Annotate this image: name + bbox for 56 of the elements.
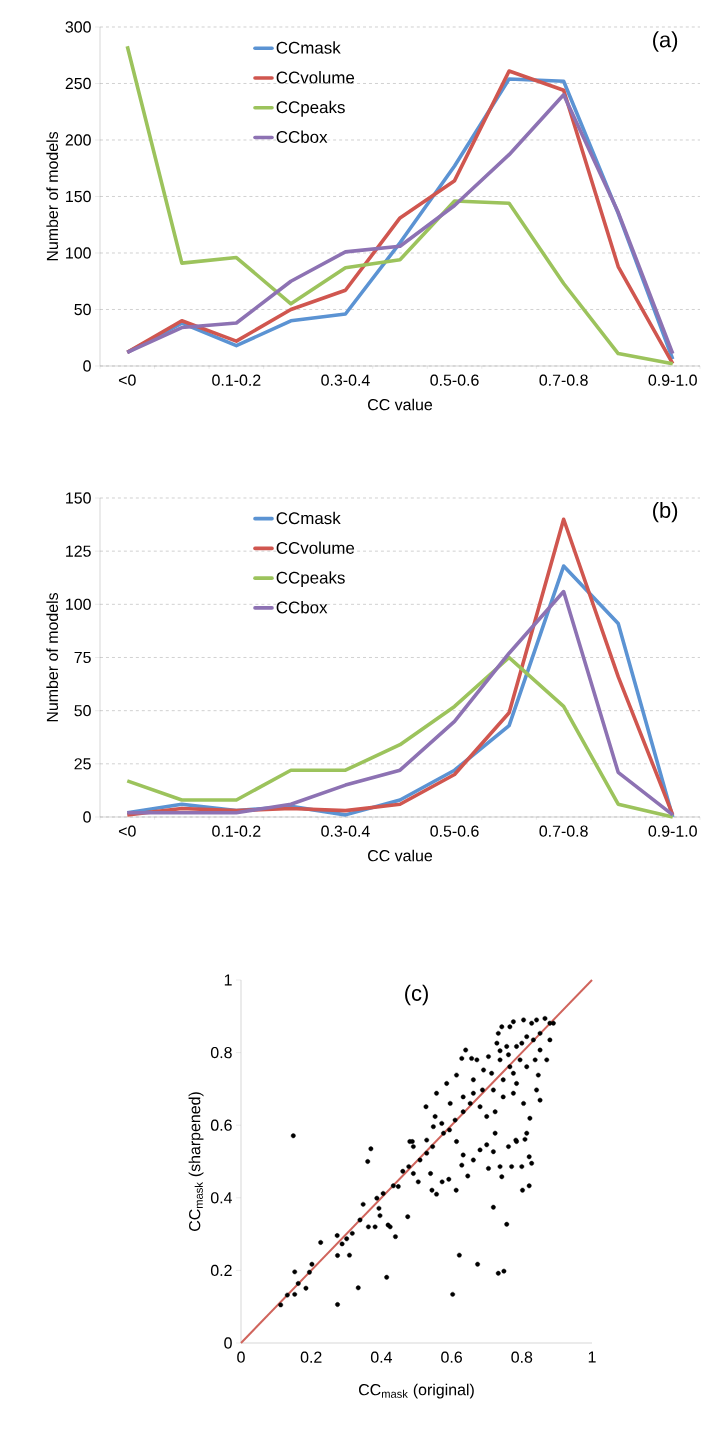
x-tick-label: 0.1-0.2: [212, 374, 261, 386]
chart-title: (a): [653, 31, 678, 52]
y-axis-title: Number of models: [46, 592, 59, 722]
y-tick-label: 1: [224, 974, 232, 986]
x-tick-label: 0.7-0.8: [539, 374, 588, 386]
x-tick-label: 0.6: [441, 1351, 462, 1363]
legend-label: CCmask: [276, 511, 341, 525]
legend-label: CCbox: [276, 130, 328, 144]
y-tick-label: 50: [74, 303, 91, 316]
legend-label: CCvolume: [276, 71, 355, 84]
x-axis-title: CC value: [368, 398, 433, 411]
x-axis-title: CC value: [368, 849, 433, 862]
y-tick-label: 125: [66, 545, 91, 557]
x-tick-label: 0.8: [511, 1351, 533, 1363]
y-tick-label: 0.6: [210, 1119, 232, 1131]
y-tick-label: 0.2: [210, 1264, 232, 1277]
y-tick-label: 50: [74, 705, 91, 717]
x-tick-label: 1: [588, 1351, 596, 1363]
y-tick-label: 300: [65, 21, 91, 33]
y-tick-label: 150: [66, 492, 91, 504]
x-tick-label: 0.3-0.4: [321, 825, 370, 837]
chart-title: (b): [653, 501, 678, 523]
y-tick-label: 0: [224, 1337, 232, 1349]
x-tick-label: 0.9-1.0: [648, 825, 697, 837]
x-tick-label: 0.5-0.6: [430, 374, 479, 386]
chart-title: (c): [405, 984, 428, 1006]
x-tick-label: 0.9-1.0: [648, 374, 697, 386]
line-series: [125, 655, 675, 819]
legend-label: CCpeaks: [276, 100, 345, 117]
y-tick-label: 150: [66, 190, 91, 203]
y-tick-label: 0: [83, 360, 91, 372]
y-tick-label: 0: [83, 811, 91, 823]
x-tick-label: 0.7-0.8: [539, 825, 588, 837]
legend-label: CCvolume: [276, 541, 355, 554]
x-tick-label: <0: [118, 825, 136, 837]
legend-label: CCbox: [276, 601, 328, 614]
y-tick-label: 100: [66, 598, 91, 610]
y-tick-label: 25: [74, 758, 91, 770]
x-axis-title: CC$_{mask}$ (original): [359, 1383, 474, 1399]
x-tick-label: 0.2: [300, 1351, 322, 1363]
x-tick-label: 0: [237, 1351, 245, 1363]
y-tick-label: 100: [66, 247, 91, 259]
y-tick-label: 250: [65, 77, 91, 90]
legend-label: CCpeaks: [276, 571, 345, 588]
x-tick-label: <0: [118, 374, 136, 386]
y-axis-title: Number of models: [46, 131, 59, 261]
y-tick-label: 0.8: [210, 1046, 232, 1059]
x-tick-label: 0.5-0.6: [430, 825, 479, 837]
x-tick-label: 0.4: [370, 1351, 393, 1363]
y-axis-title: CC$_{mask}$ (sharpened): [188, 1092, 204, 1231]
y-tick-label: 200: [65, 134, 91, 146]
y-tick-label: 0.4: [210, 1192, 233, 1204]
x-tick-label: 0.3-0.4: [321, 374, 370, 386]
y-tick-label: 75: [74, 651, 91, 664]
x-tick-label: 0.1-0.2: [212, 825, 261, 837]
legend-label: CCmask: [276, 41, 341, 54]
